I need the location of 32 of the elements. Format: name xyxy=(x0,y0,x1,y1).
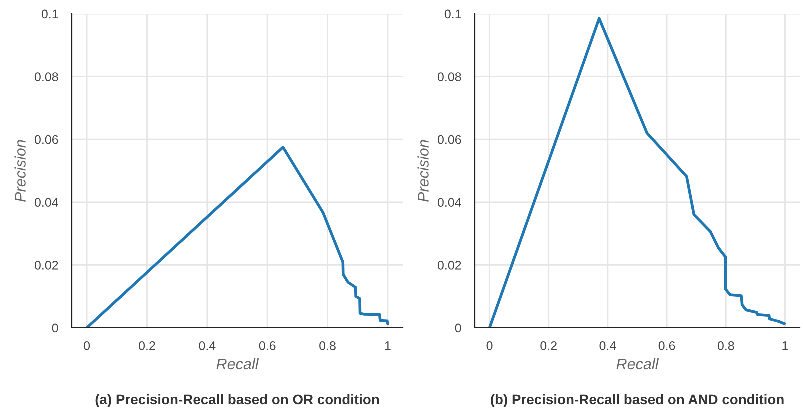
y-tick-label: 0 xyxy=(52,324,58,333)
x-tick-label: 0.6 xyxy=(259,342,276,350)
y-tick-label: 0.02 xyxy=(438,261,462,270)
x-tick-label: 0 xyxy=(84,342,90,350)
x-tick-label: 0.2 xyxy=(540,342,557,350)
x-tick-label: 0.4 xyxy=(199,342,216,350)
x-tick-label: 0.8 xyxy=(320,342,336,350)
text: (b) Precision-Recall based on AND condition xyxy=(491,394,784,408)
x-tick-label: 1 xyxy=(385,342,391,350)
y-tick-label: 0.1 xyxy=(444,10,462,19)
x-axis-title: Recall xyxy=(616,358,660,370)
y-axis-title: Precision xyxy=(418,140,429,202)
text: (a) Precision-Recall based on OR condition xyxy=(96,394,380,408)
y-tick-label: 0.02 xyxy=(34,261,58,270)
x-axis-title: Recall xyxy=(216,358,260,370)
y-tick-label: 0.08 xyxy=(34,72,58,82)
y-tick-label: 0 xyxy=(455,324,462,333)
x-tick-label: 0 xyxy=(486,342,493,350)
y-tick-label: 0.1 xyxy=(42,10,58,19)
line-series xyxy=(86,146,390,328)
x-tick-label: 0.8 xyxy=(718,342,734,350)
line-series xyxy=(488,17,786,328)
y-tick-label: 0.06 xyxy=(34,135,58,144)
x-tick-label: 0.4 xyxy=(600,342,616,350)
x-tick-label: 0.6 xyxy=(658,342,676,350)
y-tick-label: 0.06 xyxy=(438,135,462,144)
y-tick-label: 0.08 xyxy=(438,72,462,82)
y-axis-title: Precision xyxy=(14,140,26,202)
x-tick-label: 0.2 xyxy=(139,342,156,350)
x-tick-label: 1 xyxy=(782,342,788,350)
y-tick-label: 0.04 xyxy=(34,198,58,208)
y-tick-label: 0.04 xyxy=(438,198,462,208)
